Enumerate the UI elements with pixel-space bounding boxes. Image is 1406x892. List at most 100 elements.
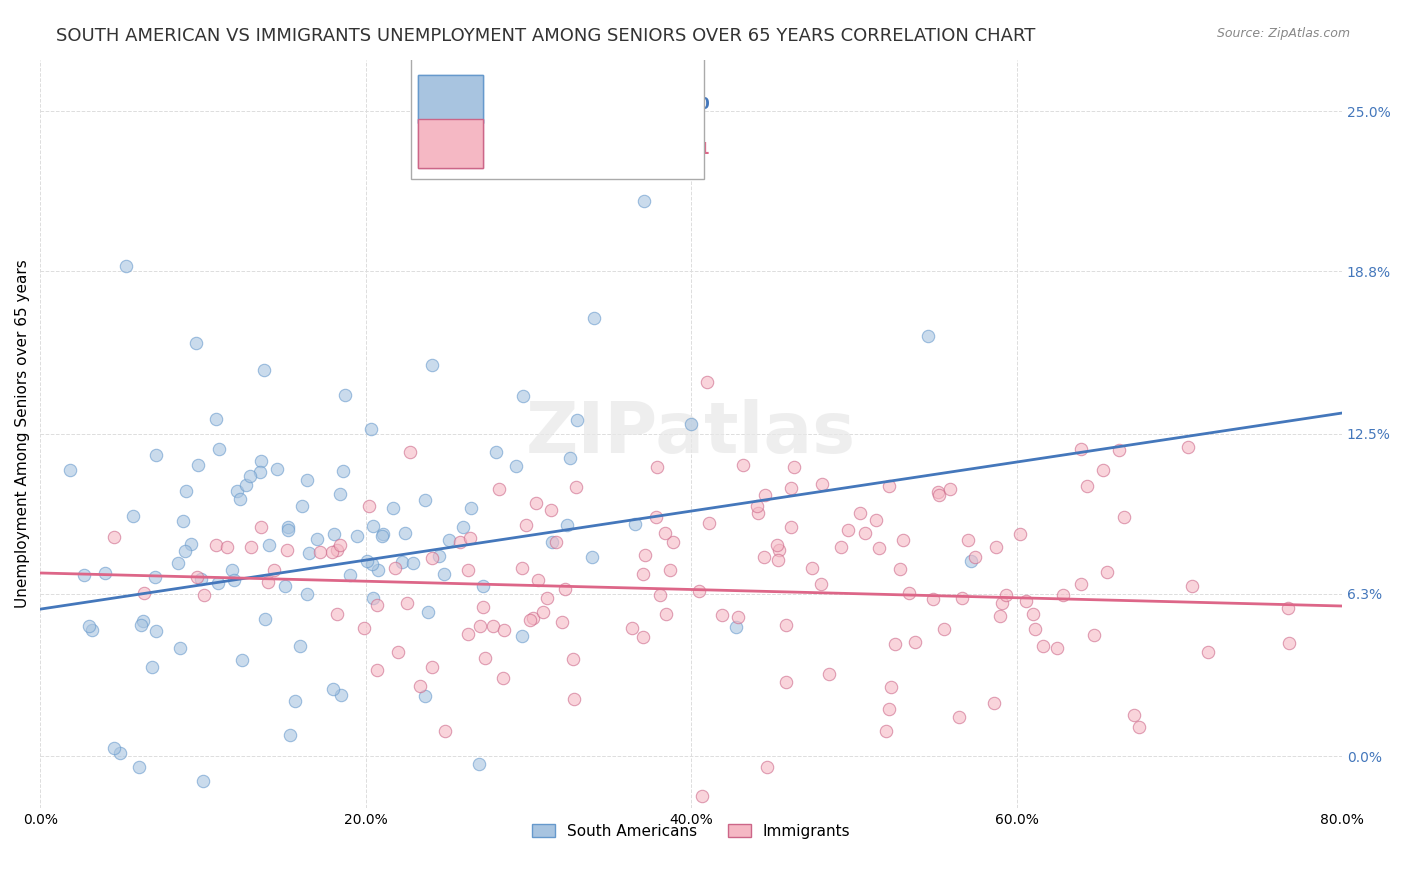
Immigrants <box>420 659 443 673</box>
Immigrants <box>329 538 352 552</box>
Immigrants <box>779 520 801 534</box>
South Americans <box>505 458 527 473</box>
Immigrants <box>384 560 406 574</box>
South Americans <box>541 535 564 549</box>
Text: Source: ZipAtlas.com: Source: ZipAtlas.com <box>1216 27 1350 40</box>
South Americans <box>235 478 257 492</box>
Immigrants <box>1197 645 1219 659</box>
Immigrants <box>398 445 420 459</box>
South Americans <box>560 451 582 466</box>
South Americans <box>460 500 482 515</box>
Immigrants <box>948 710 970 724</box>
South Americans <box>221 563 243 577</box>
Text: N =: N = <box>620 142 654 157</box>
South Americans <box>128 760 150 774</box>
Immigrants <box>249 520 271 534</box>
Immigrants <box>366 598 388 612</box>
Immigrants <box>922 592 945 607</box>
Immigrants <box>733 458 755 473</box>
Immigrants <box>470 618 492 632</box>
Immigrants <box>780 481 803 495</box>
South Americans <box>363 519 385 533</box>
South Americans <box>193 773 215 788</box>
Immigrants <box>766 538 789 552</box>
South Americans <box>108 747 131 761</box>
Immigrants <box>562 692 585 706</box>
South Americans <box>115 259 138 273</box>
South Americans <box>228 492 250 507</box>
Immigrants <box>239 541 262 555</box>
Immigrants <box>1177 441 1199 455</box>
South Americans <box>172 514 194 528</box>
Immigrants <box>891 533 914 547</box>
South Americans <box>679 417 702 431</box>
Immigrants <box>1070 577 1092 591</box>
Immigrants <box>928 488 950 502</box>
South Americans <box>257 538 280 552</box>
South Americans <box>298 546 321 560</box>
South Americans <box>394 526 416 541</box>
Immigrants <box>801 561 824 575</box>
Immigrants <box>457 563 479 577</box>
Immigrants <box>492 671 515 685</box>
South Americans <box>485 444 508 458</box>
South Americans <box>360 422 382 436</box>
Immigrants <box>654 526 676 541</box>
Immigrants <box>699 516 721 531</box>
Immigrants <box>633 630 655 644</box>
South Americans <box>307 532 329 546</box>
Immigrants <box>326 542 349 557</box>
South Americans <box>290 639 312 653</box>
Immigrants <box>875 723 897 738</box>
South Americans <box>145 448 167 462</box>
South Americans <box>346 529 368 543</box>
Immigrants <box>768 543 790 558</box>
Immigrants <box>634 549 657 563</box>
FancyBboxPatch shape <box>418 75 482 123</box>
Immigrants <box>546 534 568 549</box>
South Americans <box>510 629 533 643</box>
Immigrants <box>783 460 806 475</box>
South Americans <box>512 389 534 403</box>
South Americans <box>356 554 378 568</box>
Immigrants <box>837 523 859 537</box>
Immigrants <box>510 560 533 574</box>
South Americans <box>180 536 202 550</box>
Immigrants <box>963 550 986 565</box>
South Americans <box>624 516 647 531</box>
South Americans <box>186 336 208 351</box>
South Americans <box>129 618 152 632</box>
Legend: South Americans, Immigrants: South Americans, Immigrants <box>526 818 856 845</box>
Immigrants <box>877 479 900 493</box>
Immigrants <box>775 675 797 690</box>
Immigrants <box>1128 719 1150 733</box>
Immigrants <box>662 535 685 549</box>
Immigrants <box>1076 479 1098 493</box>
Text: R =: R = <box>496 97 529 112</box>
South Americans <box>437 533 460 547</box>
South Americans <box>278 728 301 742</box>
Immigrants <box>515 517 537 532</box>
South Americans <box>204 411 226 425</box>
Immigrants <box>325 607 347 622</box>
South Americans <box>207 575 229 590</box>
Immigrants <box>752 549 775 564</box>
South Americans <box>402 556 425 570</box>
South Americans <box>82 623 104 637</box>
South Americans <box>173 544 195 558</box>
Immigrants <box>810 577 832 591</box>
Immigrants <box>420 550 443 565</box>
Immigrants <box>1083 627 1105 641</box>
Immigrants <box>938 483 960 497</box>
Immigrants <box>1010 527 1032 541</box>
Immigrants <box>621 621 644 635</box>
Immigrants <box>217 540 239 554</box>
South Americans <box>433 566 456 581</box>
South Americans <box>250 454 273 468</box>
Immigrants <box>647 460 669 475</box>
Text: ZIPatlas: ZIPatlas <box>526 400 856 468</box>
Immigrants <box>366 663 388 677</box>
South Americans <box>322 527 344 541</box>
Immigrants <box>710 608 733 623</box>
South Americans <box>724 620 747 634</box>
